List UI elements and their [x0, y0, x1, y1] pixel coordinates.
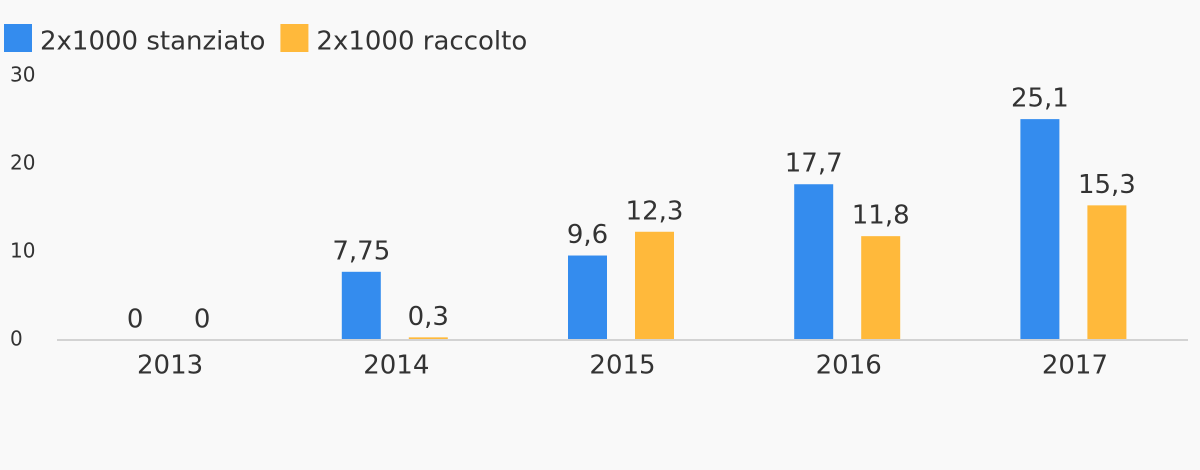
x-tick-label: 2016 — [816, 351, 882, 381]
value-label: 15,3 — [1078, 170, 1136, 200]
bar — [568, 255, 607, 340]
value-label: 11,8 — [852, 201, 910, 231]
bar — [1020, 119, 1060, 341]
bar — [341, 271, 381, 340]
legend-swatch — [4, 24, 32, 52]
value-label: 0 — [194, 305, 211, 335]
y-tick-label: 30 — [10, 63, 35, 87]
legend-label: 2x1000 raccolto — [316, 27, 527, 57]
value-label: 0 — [127, 305, 144, 335]
value-label: 17,7 — [785, 149, 843, 179]
bar — [794, 184, 834, 340]
y-tick-label: 0 — [10, 327, 23, 351]
x-tick-label: 2017 — [1042, 351, 1108, 381]
bar — [408, 337, 448, 340]
bar — [861, 236, 901, 340]
x-tick-label: 2014 — [363, 351, 429, 381]
y-tick-label: 20 — [10, 151, 35, 175]
value-label: 25,1 — [1011, 84, 1069, 114]
bar — [635, 231, 674, 340]
value-label: 9,6 — [567, 220, 608, 250]
x-tick-label: 2013 — [137, 351, 203, 381]
legend-label: 2x1000 stanziato — [40, 27, 265, 57]
legend-swatch — [280, 24, 309, 52]
value-label: 7,75 — [332, 236, 390, 266]
y-tick-label: 10 — [10, 239, 35, 263]
value-label: 12,3 — [626, 196, 684, 226]
bar — [1087, 205, 1127, 340]
x-tick-label: 2015 — [589, 351, 655, 381]
value-label: 0,3 — [408, 302, 449, 332]
